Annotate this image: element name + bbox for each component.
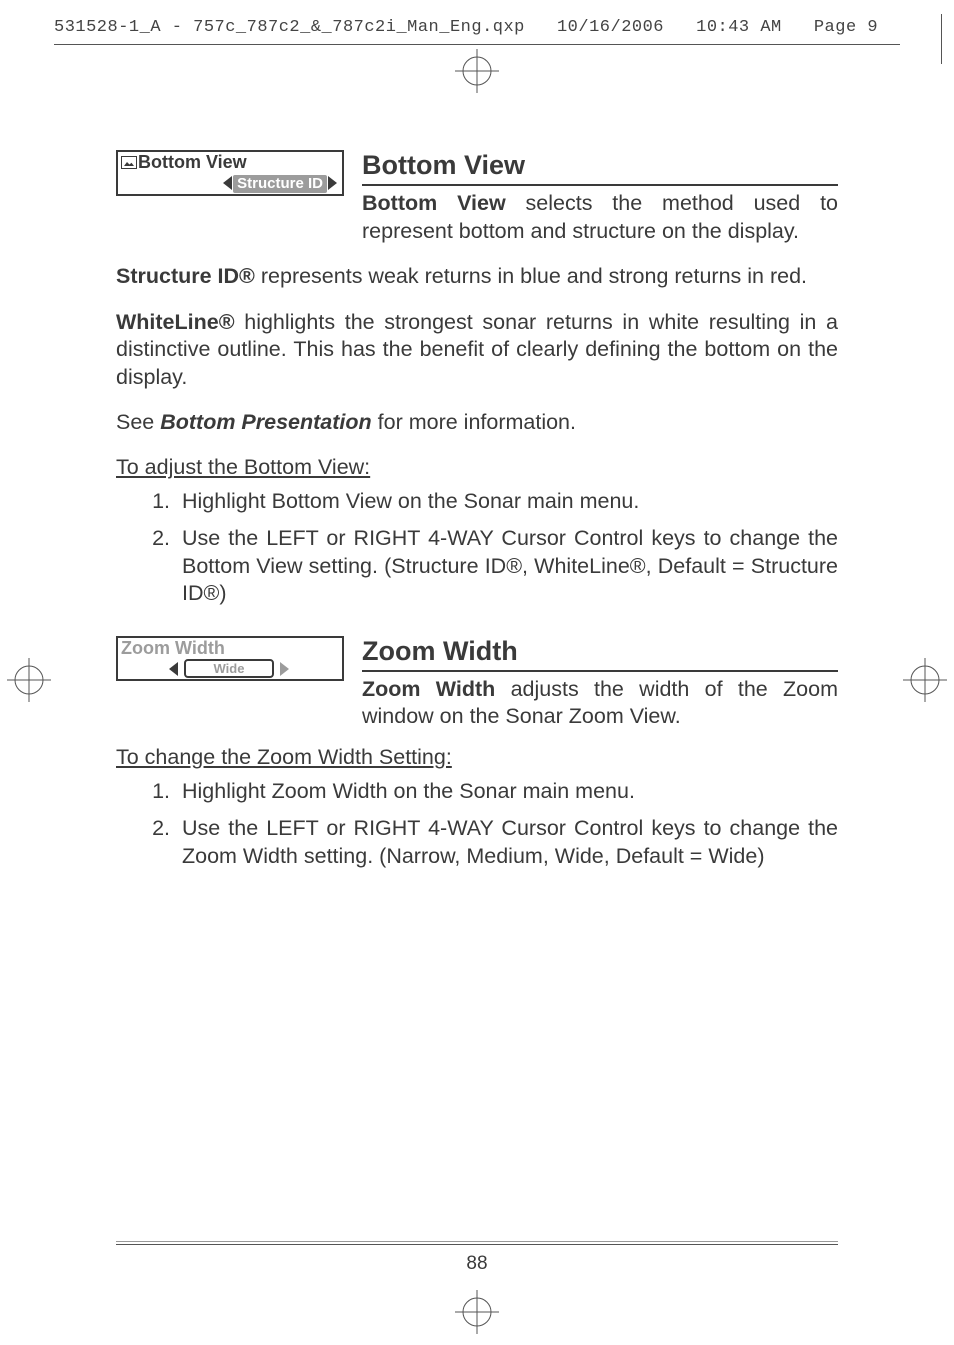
para2-rest: represents weak returns in blue and stro… xyxy=(255,264,807,288)
zoom-width-title-block: Zoom Width Zoom Width adjusts the width … xyxy=(362,636,838,731)
page-content: Bottom View Structure ID Bottom View Bot… xyxy=(116,150,838,898)
header-rule xyxy=(54,44,900,45)
zoom-width-header-block: Zoom Width Wide Zoom Width Zoom Width ad… xyxy=(116,636,838,731)
whiteline-paragraph: WhiteLine® highlights the strongest sona… xyxy=(116,309,838,392)
para2-strong: Structure ID® xyxy=(116,264,255,288)
page-label: Page 9 xyxy=(814,18,878,37)
crop-mark-left xyxy=(4,655,54,705)
heading-rule xyxy=(362,184,838,186)
crop-mark-bottom xyxy=(452,1287,502,1337)
list-item: Use the LEFT or RIGHT 4-WAY Cursor Contr… xyxy=(176,525,838,608)
bottom-view-header-block: Bottom View Structure ID Bottom View Bot… xyxy=(116,150,838,245)
menu-value-row: Structure ID xyxy=(118,173,342,194)
section-heading: Zoom Width xyxy=(362,636,838,667)
filepath: 531528-1_A - 757c_787c2_&_787c2i_Man_Eng… xyxy=(54,18,525,37)
arrow-right-icon xyxy=(280,662,289,676)
footer-rule xyxy=(116,1244,838,1245)
see-paragraph: See Bottom Presentation for more informa… xyxy=(116,409,838,437)
change-zoom-subhead: To change the Zoom Width Setting: xyxy=(116,745,838,770)
para3-strong: WhiteLine® xyxy=(116,310,235,334)
heading-rule xyxy=(362,670,838,672)
crop-mark-right xyxy=(900,655,950,705)
intro-strong: Zoom Width xyxy=(362,677,495,701)
structure-id-paragraph: Structure ID® represents weak returns in… xyxy=(116,263,838,291)
file-date: 10/16/2006 xyxy=(557,18,664,37)
menu-value-chip: Structure ID xyxy=(233,175,327,193)
arrow-left-icon xyxy=(169,662,178,676)
arrow-left-icon xyxy=(223,176,232,190)
para4-pre: See xyxy=(116,410,160,434)
picture-icon xyxy=(121,156,137,169)
zoom-width-menu-box: Zoom Width Wide xyxy=(116,636,344,682)
arrow-right-icon xyxy=(328,176,337,190)
zoom-width-steps: Highlight Zoom Width on the Sonar main m… xyxy=(116,778,838,871)
file-time: 10:43 AM xyxy=(696,18,782,37)
list-item: Highlight Bottom View on the Sonar main … xyxy=(176,488,838,516)
header-edge xyxy=(941,14,942,64)
intro-paragraph: Bottom View selects the method used to r… xyxy=(362,190,838,245)
intro-strong: Bottom View xyxy=(362,191,506,215)
menu-value-row: Wide xyxy=(118,658,342,679)
footer-rule-light xyxy=(116,1241,838,1242)
para4-post: for more information. xyxy=(378,410,576,434)
page-number: 88 xyxy=(0,1253,954,1275)
adjust-subhead: To adjust the Bottom View: xyxy=(116,455,838,480)
section-heading: Bottom View xyxy=(362,150,838,181)
intro-paragraph: Zoom Width adjusts the width of the Zoom… xyxy=(362,676,838,731)
file-header: 531528-1_A - 757c_787c2_&_787c2i_Man_Eng… xyxy=(54,18,878,37)
crop-mark-top xyxy=(452,46,502,96)
menu-title-row: Zoom Width xyxy=(118,638,342,659)
menu-item-label: Bottom View xyxy=(138,152,247,172)
bottom-view-menu-box: Bottom View Structure ID xyxy=(116,150,344,196)
list-item: Highlight Zoom Width on the Sonar main m… xyxy=(176,778,838,806)
bottom-view-title-block: Bottom View Bottom View selects the meth… xyxy=(362,150,838,245)
list-item: Use the LEFT or RIGHT 4-WAY Cursor Contr… xyxy=(176,815,838,870)
menu-title-row: Bottom View xyxy=(118,152,342,173)
slider-track: Wide xyxy=(184,659,274,678)
para4-em: Bottom Presentation xyxy=(160,410,377,434)
bottom-view-steps: Highlight Bottom View on the Sonar main … xyxy=(116,488,838,608)
